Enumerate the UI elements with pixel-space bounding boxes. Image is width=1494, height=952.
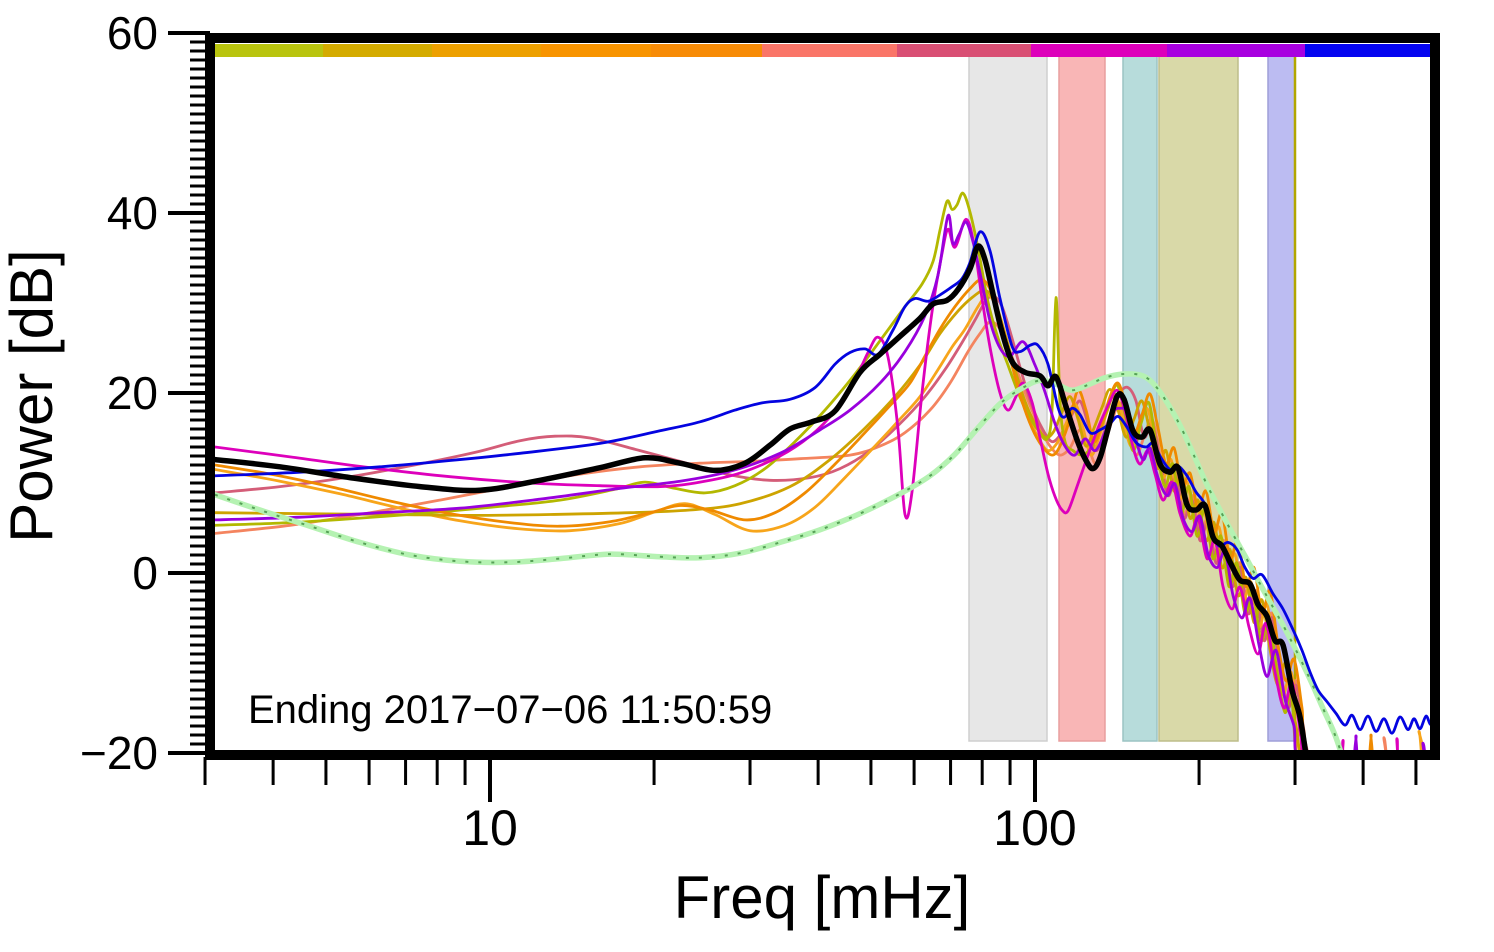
y-axis-tick-labels: 60 40 20 0 −20 (80, 7, 158, 779)
colorbar-segment-1 (323, 44, 432, 57)
x-axis-tick-labels: 10 100 (462, 800, 1077, 856)
colorbar-segment-7 (1031, 44, 1167, 57)
colorbar-segment-4 (651, 44, 762, 57)
frequency-colorbar (215, 44, 1435, 57)
colorbar-segment-5 (762, 44, 897, 57)
spectra-curves (215, 191, 1435, 750)
colorbar-segment-9 (1305, 44, 1435, 57)
y-axis-title: Power [dB] (0, 249, 65, 542)
colorbar-segment-2 (432, 44, 541, 57)
y-axis-ticks (168, 31, 210, 755)
colorbar-segment-3 (541, 44, 651, 57)
x-tick-label-100: 100 (993, 800, 1076, 856)
band-khaki (1158, 52, 1239, 742)
series-olive-path (215, 191, 1297, 750)
frequency-bands (968, 52, 1297, 745)
y-tick-label-40: 40 (107, 187, 158, 239)
x-axis-title: Freq [mHz] (674, 864, 971, 931)
y-tick-label-20: 20 (107, 367, 158, 419)
x-tick-label-10: 10 (462, 800, 518, 856)
ending-timestamp-annotation: Ending 2017−07−06 11:50:59 (248, 688, 772, 732)
y-tick-label-60: 60 (107, 7, 158, 59)
series-blue-path (215, 230, 1435, 735)
series-purple-path (215, 213, 1426, 750)
x-axis-ticks (203, 757, 1418, 802)
colorbar-segment-0 (215, 44, 323, 57)
colorbar-segment-6 (897, 44, 1031, 57)
series-black-mean-path (215, 243, 1309, 750)
plot-frame (205, 33, 1440, 760)
y-tick-label-0: 0 (132, 547, 158, 599)
colorbar-segment-8 (1167, 44, 1305, 57)
y-tick-label--20: −20 (80, 727, 158, 779)
